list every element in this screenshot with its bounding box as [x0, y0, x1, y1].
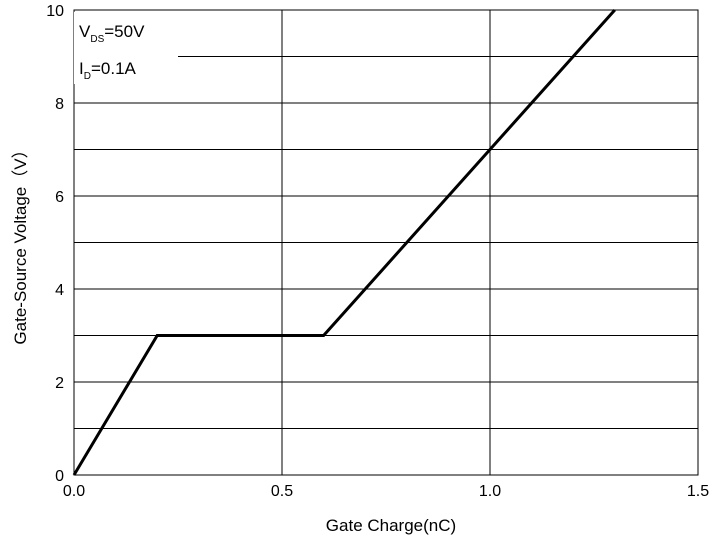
y-tick-label: 4	[55, 282, 64, 299]
annotation-background	[74, 12, 178, 84]
x-tick-label: 0.5	[271, 483, 293, 500]
y-tick-label: 10	[46, 3, 64, 20]
x-tick-label: 1.0	[479, 483, 501, 500]
x-axis-title: Gate Charge(nC)	[326, 516, 456, 535]
x-tick-label: 1.5	[687, 483, 709, 500]
y-axis-title: Gate-Source Voltage（V）	[11, 141, 30, 344]
y-tick-label: 0	[55, 468, 64, 485]
plot-frame	[73, 9, 699, 476]
gate-charge-line	[72, 8, 616, 476]
annotation-vds: VDS=50V	[79, 22, 145, 45]
conditions-annotation: VDS=50V ID=0.1A	[74, 12, 178, 84]
y-tick-label: 2	[55, 375, 64, 392]
y-tick-label: 6	[55, 189, 64, 206]
x-tick-label: 0.0	[63, 483, 85, 500]
y-tick-label: 8	[55, 96, 64, 113]
series-layer	[72, 8, 616, 476]
tick-labels: 0.0 0.5 1.0 1.5 0 2 4 6 8 10	[46, 3, 709, 500]
annotation-id: ID=0.1A	[79, 59, 137, 82]
plot-border	[73, 9, 699, 476]
